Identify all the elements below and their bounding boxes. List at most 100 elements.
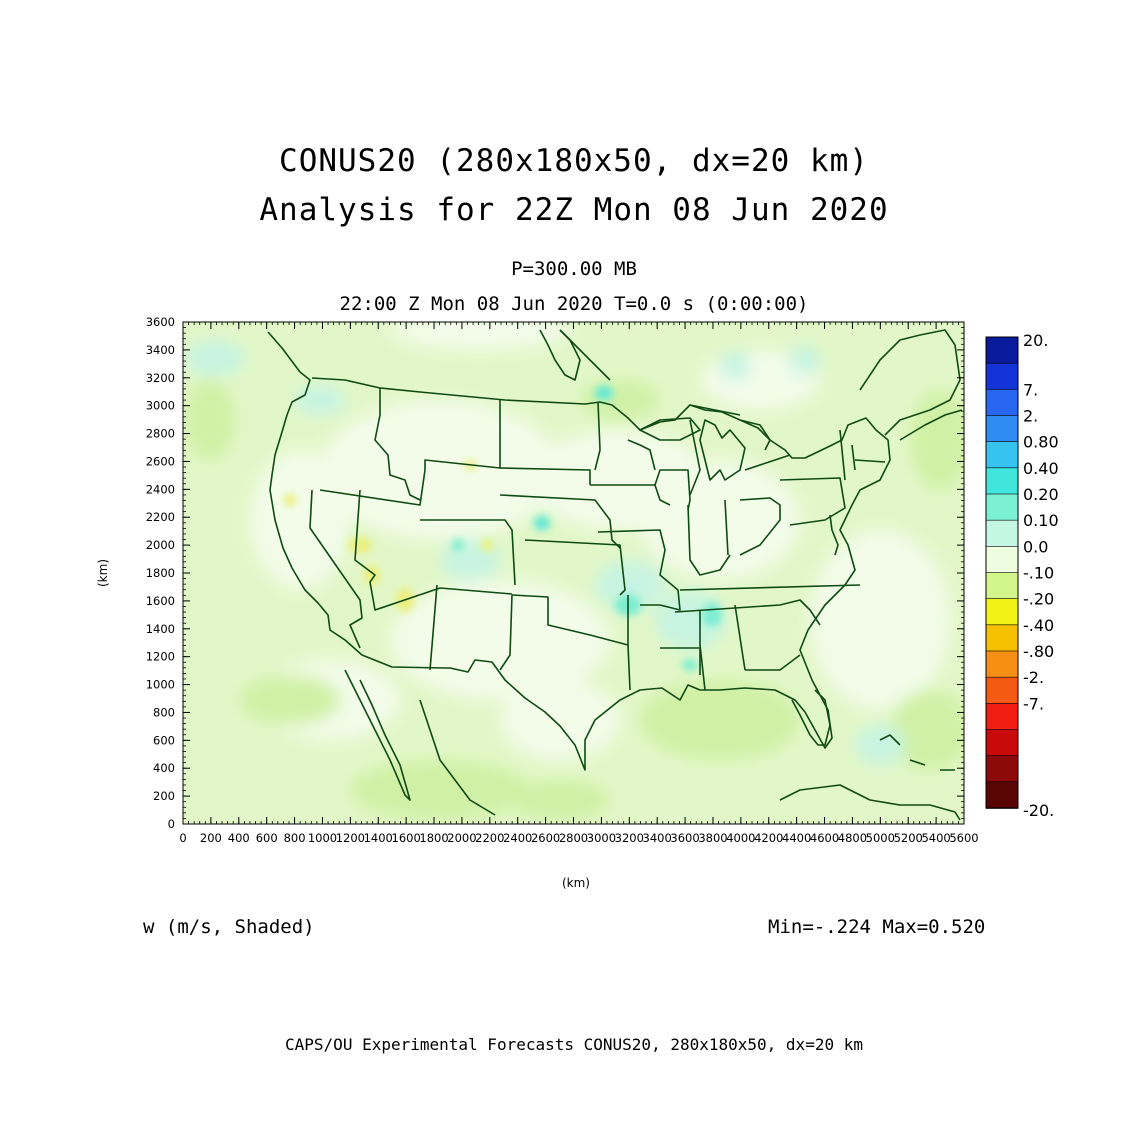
colorbar-label: 0.40 [1023,459,1059,478]
colorbar-swatch [985,755,1019,783]
y-tick-label: 200 [153,789,175,803]
x-tick-label: 3800 [698,831,727,845]
x-tick-label: 2600 [531,831,560,845]
y-tick-label: 2000 [146,538,175,552]
min-max-label: Min=-.224 Max=0.520 [768,916,986,938]
bahamas [879,734,955,771]
colorbar-swatch [985,650,1019,678]
colorbar-swatch [985,362,1019,391]
colorbar-swatch [985,703,1019,731]
x-tick-label: 2400 [503,831,532,845]
y-tick-label: 2800 [146,427,175,441]
colorbar-label: 0.80 [1023,433,1059,452]
colorbar-label: -.20 [1023,590,1054,609]
x-tick-label: 1200 [336,831,365,845]
x-tick-label: 1800 [419,831,448,845]
chesapeake [829,514,839,556]
x-tick-label: 4800 [838,831,867,845]
michigan [699,419,746,481]
state-outlines [267,329,963,821]
x-tick-label: 1000 [308,831,337,845]
colorbar-swatch [985,467,1019,495]
y-tick-label: 2400 [146,482,175,496]
colorbar-label: -.40 [1023,616,1054,635]
x-tick-label: 3400 [643,831,672,845]
y-tick-label: 3600 [146,315,175,329]
colorbar-label: -.80 [1023,642,1054,661]
y-tick-label: 3200 [146,371,175,385]
lake-superior [639,417,701,441]
x-tick-label: 4400 [782,831,811,845]
valid-time: 22:00 Z Mon 08 Jun 2020 T=0.0 s (0:00:00… [339,293,809,315]
florida [791,689,831,746]
x-tick-label: 2800 [559,831,588,845]
y-tick-label: 3000 [146,399,175,413]
w-field-shading [185,322,964,820]
lake-winnipeg [539,329,581,381]
colorbar-frame [985,336,1019,809]
colorbar-swatch [985,624,1019,652]
x-axis-label: (km) [562,876,590,890]
hudson-bay-edge [559,329,611,381]
y-tick-label: 0 [168,817,175,831]
y-axis-ticks: 0 200 400 600 800 1000 1200 1400 1600 1800 2000 220… [146,315,964,831]
x-tick-label: 5200 [894,831,923,845]
footer-credit: CAPS/OU Experimental Forecasts CONUS20, … [285,1035,863,1054]
x-axis-ticks: 0 200 400 600 800 100012001400160018002000220… [179,322,979,845]
colorbar-swatch [985,572,1019,600]
lake-erie [744,454,791,471]
colorbar-swatch [985,676,1019,705]
colorbar-swatch [985,493,1019,521]
colorbar-label: -2. [1023,668,1044,687]
colorbar-swatch [985,729,1019,757]
lake-huron [739,419,771,451]
x-tick-label: 4600 [810,831,839,845]
y-tick-label: 800 [153,705,175,719]
x-tick-label: 1400 [364,831,393,845]
y-tick-label: 1800 [146,566,175,580]
colorbar-label: 20. [1023,331,1048,350]
colorbar-swatch [985,441,1019,469]
baja [344,669,411,801]
colorbar-swatch [985,598,1019,626]
y-tick-label: 1000 [146,678,175,692]
canada-east [859,329,961,436]
y-tick-label: 3400 [146,343,175,357]
plot-subtitle: Analysis for 22Z Mon 08 Jun 2020 [259,192,889,228]
x-tick-label: 2000 [447,831,476,845]
colorbar-swatch [985,781,1019,809]
x-tick-label: 800 [284,831,306,845]
mexico-coast [419,699,496,816]
colorbar-label: 0.20 [1023,485,1059,504]
pressure-level: P=300.00 MB [511,258,637,280]
x-tick-label: 0 [179,831,186,845]
y-tick-label: 400 [153,761,175,775]
y-tick-label: 1400 [146,622,175,636]
y-axis-label: (km) [96,559,110,587]
colorbar-label: 2. [1023,407,1038,426]
colorbar-label: 0.10 [1023,511,1059,530]
x-tick-label: 400 [228,831,250,845]
us-outline [267,331,891,771]
minor-ticks [182,321,965,825]
colorbar-swatch [985,546,1019,574]
y-tick-label: 600 [153,733,175,747]
plot-title: CONUS20 (280x180x50, dx=20 km) [279,143,869,179]
x-tick-label: 3200 [615,831,644,845]
x-tick-label: 4200 [754,831,783,845]
x-tick-label: 200 [200,831,222,845]
x-tick-label: 5400 [921,831,950,845]
y-tick-label: 1600 [146,594,175,608]
w-field-extremes [284,385,722,671]
y-tick-label: 2600 [146,454,175,468]
x-tick-label: 5000 [866,831,895,845]
x-tick-label: 2200 [475,831,504,845]
x-tick-label: 600 [256,831,278,845]
colorbar-label: 7. [1023,380,1038,399]
x-tick-label: 5600 [949,831,978,845]
colorbar-swatch [985,389,1019,417]
y-tick-label: 1200 [146,650,175,664]
colorbar-label: 0.0 [1023,537,1048,556]
colorbar-label: -7. [1023,694,1044,713]
